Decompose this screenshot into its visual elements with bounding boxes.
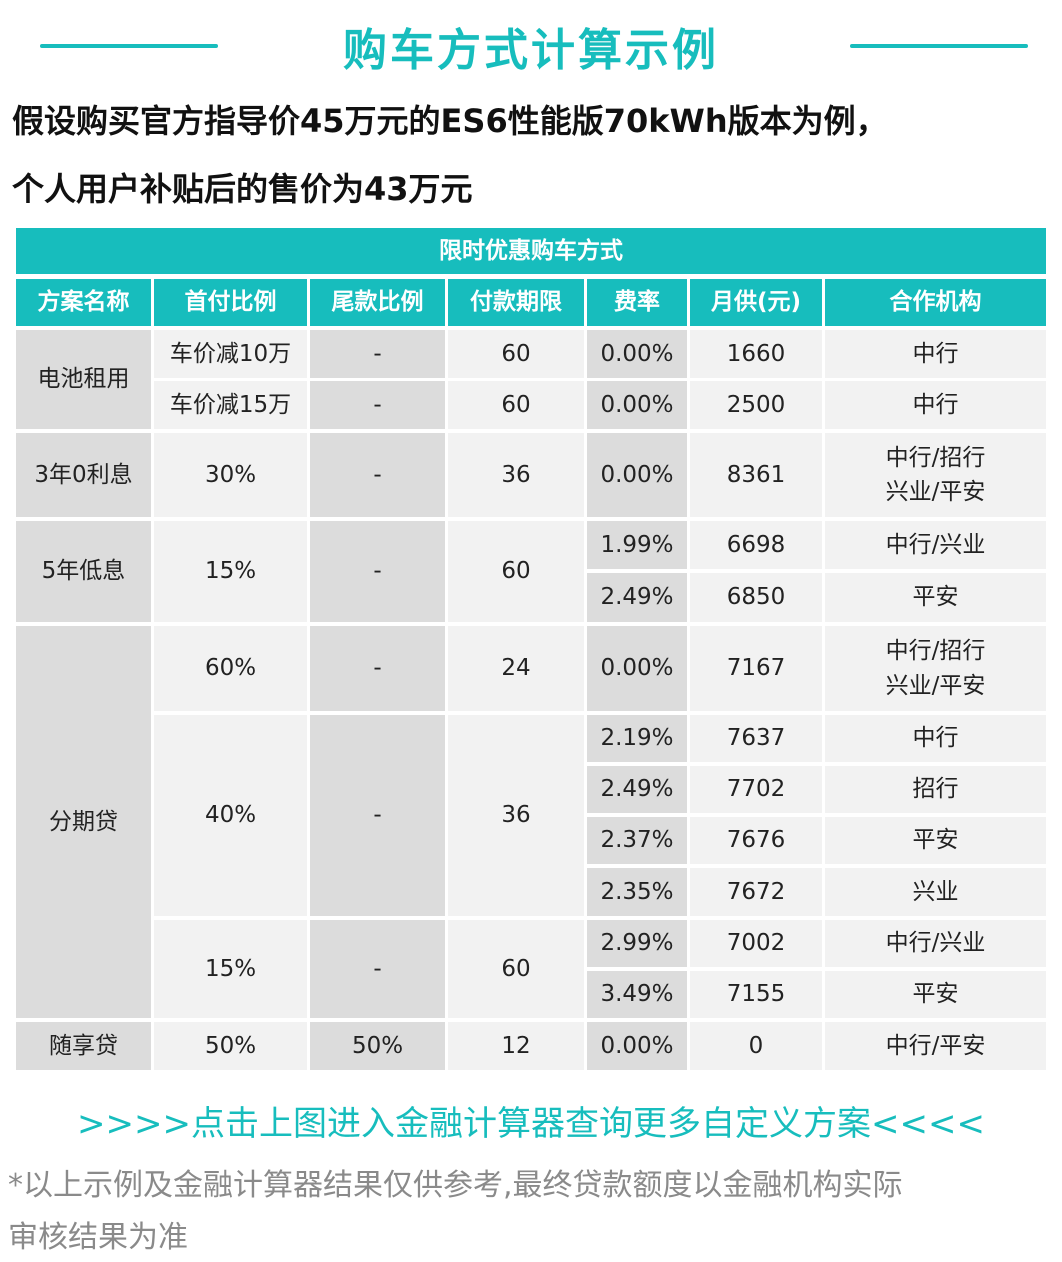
down-payment-cell: 15% bbox=[154, 521, 307, 622]
monthly-cell: 1660 bbox=[690, 330, 822, 378]
down-payment-cell: 60% bbox=[154, 626, 307, 711]
monthly-cell: 7167 bbox=[690, 626, 822, 711]
header-rate: 费率 bbox=[587, 279, 687, 326]
term-cell: 24 bbox=[448, 626, 584, 711]
plan-name-cell: 电池租用 bbox=[16, 330, 151, 429]
monthly-cell: 7702 bbox=[690, 766, 822, 813]
partner-cell: 中行/招行 兴业/平安 bbox=[825, 433, 1046, 517]
balloon-cell: - bbox=[310, 715, 445, 916]
balloon-cell: - bbox=[310, 521, 445, 622]
balloon-cell: 50% bbox=[310, 1022, 445, 1070]
rate-cell: 0.00% bbox=[587, 433, 687, 517]
rate-cell: 0.00% bbox=[587, 626, 687, 711]
title-decor-line-left bbox=[40, 44, 218, 48]
rate-cell: 2.49% bbox=[587, 573, 687, 622]
rate-cell: 2.49% bbox=[587, 766, 687, 813]
rate-cell: 2.99% bbox=[587, 920, 687, 967]
term-cell: 60 bbox=[448, 381, 584, 429]
monthly-cell: 7155 bbox=[690, 971, 822, 1018]
partner-cell: 中行 bbox=[825, 715, 1046, 762]
header-monthly: 月供(元) bbox=[690, 279, 822, 326]
partner-cell: 平安 bbox=[825, 817, 1046, 864]
header-plan-name: 方案名称 bbox=[16, 279, 151, 326]
partner-cell: 中行 bbox=[825, 330, 1046, 378]
plan-name-cell: 随享贷 bbox=[16, 1022, 151, 1070]
monthly-cell: 7672 bbox=[690, 868, 822, 916]
down-payment-cell: 车价减15万 bbox=[154, 381, 307, 429]
disclaimer-line-1: *以上示例及金融计算器结果仅供参考,最终贷款额度以金融机构实际 bbox=[8, 1168, 903, 1203]
monthly-cell: 2500 bbox=[690, 381, 822, 429]
balloon-cell: - bbox=[310, 920, 445, 1018]
partner-cell: 中行/兴业 bbox=[825, 521, 1046, 569]
term-cell: 60 bbox=[448, 521, 584, 622]
monthly-cell: 7637 bbox=[690, 715, 822, 762]
partner-cell: 平安 bbox=[825, 971, 1046, 1018]
monthly-cell: 6850 bbox=[690, 573, 822, 622]
term-cell: 12 bbox=[448, 1022, 584, 1070]
partner-cell: 中行/招行 兴业/平安 bbox=[825, 626, 1046, 711]
table-caption: 限时优惠购车方式 bbox=[16, 228, 1046, 274]
rate-cell: 1.99% bbox=[587, 521, 687, 569]
down-payment-cell: 车价减10万 bbox=[154, 330, 307, 378]
monthly-cell: 0 bbox=[690, 1022, 822, 1070]
monthly-cell: 7676 bbox=[690, 817, 822, 864]
calculator-link[interactable]: >>>>点击上图进入金融计算器查询更多自定义方案<<<< bbox=[77, 1104, 985, 1144]
partner-cell: 中行/平安 bbox=[825, 1022, 1046, 1070]
plan-name-cell: 5年低息 bbox=[16, 521, 151, 622]
header-partner: 合作机构 bbox=[825, 279, 1046, 326]
intro-line-2: 个人用户补贴后的售价为43万元 bbox=[12, 170, 473, 208]
disclaimer-line-2: 审核结果为准 bbox=[8, 1220, 188, 1255]
balloon-cell: - bbox=[310, 381, 445, 429]
header-balloon-ratio: 尾款比例 bbox=[310, 279, 445, 326]
header-term: 付款期限 bbox=[448, 279, 584, 326]
rate-cell: 2.37% bbox=[587, 817, 687, 864]
partner-cell: 中行/兴业 bbox=[825, 920, 1046, 967]
rate-cell: 0.00% bbox=[587, 381, 687, 429]
rate-cell: 0.00% bbox=[587, 330, 687, 378]
term-cell: 36 bbox=[448, 433, 584, 517]
title-bar: 购车方式计算示例 bbox=[0, 0, 1062, 92]
rate-cell: 3.49% bbox=[587, 971, 687, 1018]
balloon-cell: - bbox=[310, 330, 445, 378]
partner-cell: 平安 bbox=[825, 573, 1046, 622]
intro-line-1: 假设购买官方指导价45万元的ES6性能版70kWh版本为例， bbox=[12, 102, 888, 140]
rate-cell: 2.19% bbox=[587, 715, 687, 762]
monthly-cell: 7002 bbox=[690, 920, 822, 967]
rate-cell: 0.00% bbox=[587, 1022, 687, 1070]
down-payment-cell: 40% bbox=[154, 715, 307, 916]
partner-cell: 兴业 bbox=[825, 868, 1046, 916]
rate-cell: 2.35% bbox=[587, 868, 687, 916]
down-payment-cell: 30% bbox=[154, 433, 307, 517]
title-decor-line-right bbox=[850, 44, 1028, 48]
header-down-payment: 首付比例 bbox=[154, 279, 307, 326]
plan-name-cell: 3年0利息 bbox=[16, 433, 151, 517]
down-payment-cell: 50% bbox=[154, 1022, 307, 1070]
page-title: 购车方式计算示例 bbox=[343, 25, 719, 76]
term-cell: 60 bbox=[448, 920, 584, 1018]
down-payment-cell: 15% bbox=[154, 920, 307, 1018]
monthly-cell: 6698 bbox=[690, 521, 822, 569]
balloon-cell: - bbox=[310, 626, 445, 711]
partner-cell: 招行 bbox=[825, 766, 1046, 813]
balloon-cell: - bbox=[310, 433, 445, 517]
partner-cell: 中行 bbox=[825, 381, 1046, 429]
term-cell: 36 bbox=[448, 715, 584, 916]
plan-name-cell: 分期贷 bbox=[16, 626, 151, 1018]
term-cell: 60 bbox=[448, 330, 584, 378]
monthly-cell: 8361 bbox=[690, 433, 822, 517]
